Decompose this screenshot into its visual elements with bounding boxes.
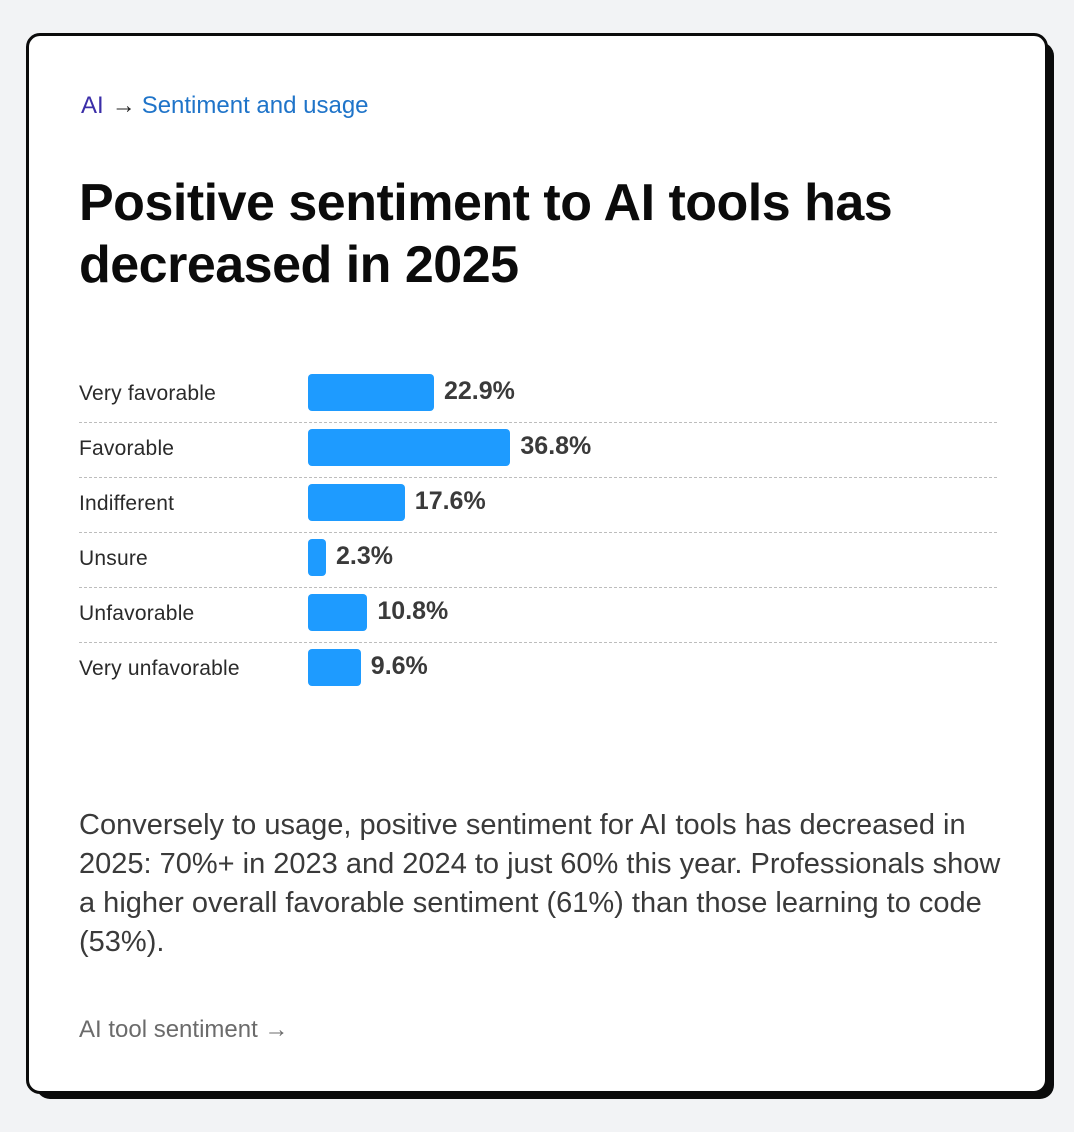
breadcrumb-current-link[interactable]: Sentiment and usage	[141, 92, 369, 119]
category-label: Unfavorable	[79, 602, 195, 625]
page-title: Positive sentiment to AI tools has decre…	[79, 174, 893, 294]
chart-row: Very favorable 22.9%	[79, 368, 997, 423]
chart-row: Unsure 2.3%	[79, 533, 997, 588]
breadcrumb-arrow-icon: →	[111, 92, 136, 119]
category-label: Very favorable	[79, 382, 217, 405]
value-label: 22.9%	[443, 377, 515, 405]
value-label: 10.8%	[377, 597, 449, 625]
survey-card: AI → Sentiment and usage Positive sentimen…	[26, 33, 1048, 1094]
bar	[308, 429, 511, 466]
ai-tool-sentiment-link[interactable]: AI tool sentiment →	[79, 1016, 289, 1043]
bar	[308, 539, 326, 576]
value-label: 17.6%	[414, 487, 486, 515]
category-label: Unsure	[79, 547, 148, 570]
chart-row: Indifferent 17.6%	[79, 478, 997, 533]
row-divider	[79, 587, 997, 588]
value-label: 36.8%	[520, 432, 592, 460]
sentiment-bar-chart: Very favorable 22.9% Favorable 36.8% Indiffe…	[29, 368, 1045, 708]
category-label: Favorable	[79, 437, 175, 460]
breadcrumb-root-link[interactable]: AI	[81, 92, 104, 119]
bar	[308, 594, 368, 631]
bar	[308, 649, 361, 686]
breadcrumb: AI → Sentiment and usage	[81, 90, 369, 122]
description-text: Conversely to usage, positive sentiment …	[79, 809, 1001, 958]
bar	[308, 484, 405, 521]
category-label: Very unfavorable	[79, 657, 240, 680]
bar	[308, 374, 434, 411]
value-label: 9.6%	[370, 652, 428, 680]
row-divider	[79, 642, 997, 643]
row-divider	[79, 477, 997, 478]
chart-row: Unfavorable 10.8%	[79, 588, 997, 643]
row-divider	[79, 532, 997, 533]
value-label: 2.3%	[336, 542, 393, 570]
chart-row: Very unfavorable 9.6%	[79, 643, 997, 698]
chart-row: Favorable 36.8%	[79, 423, 997, 478]
category-label: Indifferent	[79, 492, 175, 515]
row-divider	[79, 422, 997, 423]
